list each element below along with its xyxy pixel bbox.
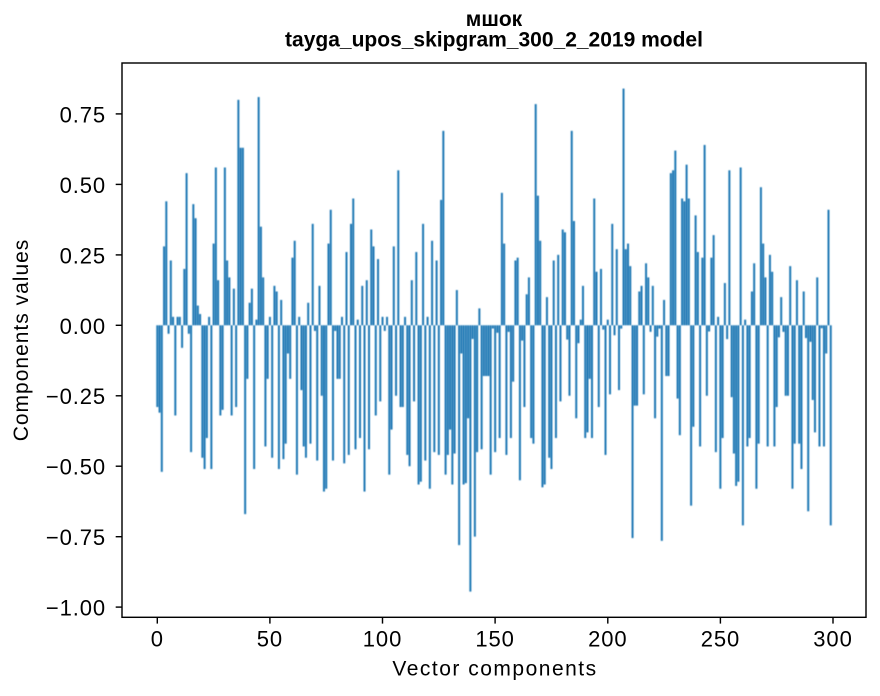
- svg-text:Vector components: Vector components: [392, 658, 597, 681]
- svg-text:−0.25: −0.25: [46, 384, 106, 409]
- svg-text:tayga_upos_skipgram_300_2_2019: tayga_upos_skipgram_300_2_2019 model: [285, 29, 703, 52]
- svg-text:0.00: 0.00: [60, 314, 106, 339]
- svg-text:250: 250: [701, 627, 740, 652]
- svg-text:150: 150: [475, 627, 514, 652]
- svg-text:−0.75: −0.75: [46, 525, 106, 550]
- svg-text:100: 100: [363, 627, 402, 652]
- svg-text:0: 0: [151, 627, 164, 652]
- svg-text:−0.50: −0.50: [46, 455, 106, 480]
- svg-text:200: 200: [588, 627, 627, 652]
- svg-text:мшок: мшок: [466, 8, 523, 31]
- svg-text:−1.00: −1.00: [46, 596, 106, 621]
- svg-text:Components values: Components values: [10, 239, 33, 442]
- svg-text:50: 50: [257, 627, 283, 652]
- svg-text:0.50: 0.50: [60, 173, 106, 198]
- svg-text:0.75: 0.75: [60, 102, 106, 127]
- svg-text:0.25: 0.25: [60, 243, 106, 268]
- svg-text:300: 300: [813, 627, 852, 652]
